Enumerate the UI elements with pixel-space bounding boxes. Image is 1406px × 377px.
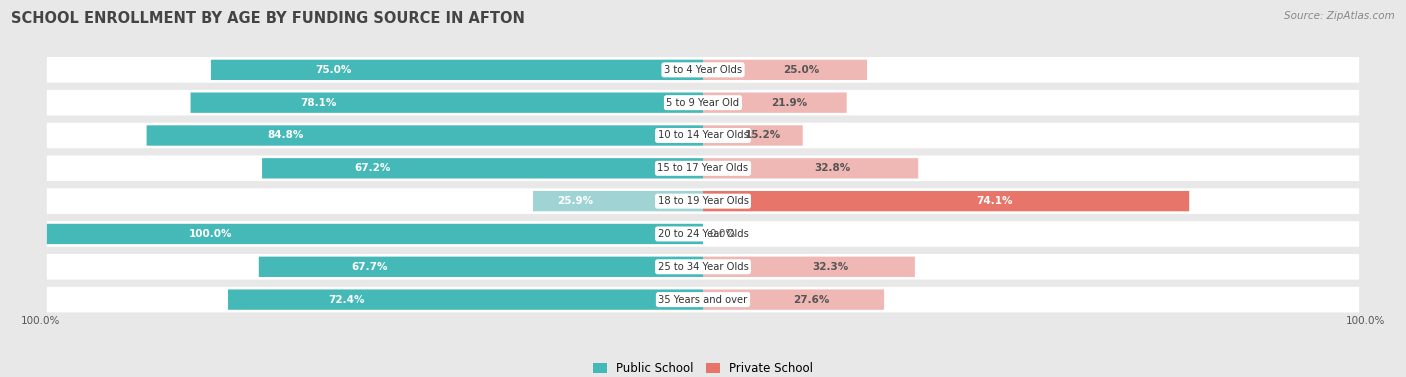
Text: 25 to 34 Year Olds: 25 to 34 Year Olds: [658, 262, 748, 272]
Text: 32.8%: 32.8%: [814, 163, 851, 173]
Text: 21.9%: 21.9%: [770, 98, 807, 108]
FancyBboxPatch shape: [703, 191, 1189, 211]
FancyBboxPatch shape: [46, 123, 1360, 148]
Text: SCHOOL ENROLLMENT BY AGE BY FUNDING SOURCE IN AFTON: SCHOOL ENROLLMENT BY AGE BY FUNDING SOUR…: [11, 11, 524, 26]
Text: 75.0%: 75.0%: [316, 65, 352, 75]
FancyBboxPatch shape: [46, 90, 1360, 115]
FancyBboxPatch shape: [46, 156, 1360, 181]
FancyBboxPatch shape: [533, 191, 703, 211]
Text: Source: ZipAtlas.com: Source: ZipAtlas.com: [1284, 11, 1395, 21]
FancyBboxPatch shape: [259, 257, 703, 277]
Text: 5 to 9 Year Old: 5 to 9 Year Old: [666, 98, 740, 108]
Text: 27.6%: 27.6%: [793, 294, 830, 305]
FancyBboxPatch shape: [46, 57, 1360, 83]
Text: 18 to 19 Year Olds: 18 to 19 Year Olds: [658, 196, 748, 206]
Text: 20 to 24 Year Olds: 20 to 24 Year Olds: [658, 229, 748, 239]
Text: 100.0%: 100.0%: [190, 229, 232, 239]
Text: 25.0%: 25.0%: [783, 65, 820, 75]
Text: 72.4%: 72.4%: [329, 294, 366, 305]
Text: 15 to 17 Year Olds: 15 to 17 Year Olds: [658, 163, 748, 173]
Text: 100.0%: 100.0%: [1346, 316, 1385, 326]
Text: 78.1%: 78.1%: [301, 98, 337, 108]
Text: 100.0%: 100.0%: [21, 316, 60, 326]
FancyBboxPatch shape: [703, 158, 918, 178]
Legend: Public School, Private School: Public School, Private School: [588, 357, 818, 377]
Text: 35 Years and over: 35 Years and over: [658, 294, 748, 305]
Text: 67.2%: 67.2%: [354, 163, 391, 173]
FancyBboxPatch shape: [703, 92, 846, 113]
FancyBboxPatch shape: [46, 188, 1360, 214]
FancyBboxPatch shape: [46, 287, 1360, 313]
Text: 15.2%: 15.2%: [745, 130, 780, 141]
FancyBboxPatch shape: [46, 254, 1360, 280]
FancyBboxPatch shape: [46, 224, 703, 244]
FancyBboxPatch shape: [262, 158, 703, 178]
FancyBboxPatch shape: [703, 290, 884, 310]
FancyBboxPatch shape: [703, 125, 803, 146]
FancyBboxPatch shape: [146, 125, 703, 146]
FancyBboxPatch shape: [46, 221, 1360, 247]
FancyBboxPatch shape: [211, 60, 703, 80]
Text: 10 to 14 Year Olds: 10 to 14 Year Olds: [658, 130, 748, 141]
Text: 67.7%: 67.7%: [352, 262, 388, 272]
Text: 84.8%: 84.8%: [267, 130, 304, 141]
FancyBboxPatch shape: [228, 290, 703, 310]
Text: 0.0%: 0.0%: [710, 229, 735, 239]
Text: 74.1%: 74.1%: [976, 196, 1012, 206]
FancyBboxPatch shape: [191, 92, 703, 113]
FancyBboxPatch shape: [703, 60, 868, 80]
Text: 32.3%: 32.3%: [813, 262, 848, 272]
FancyBboxPatch shape: [703, 257, 915, 277]
Text: 3 to 4 Year Olds: 3 to 4 Year Olds: [664, 65, 742, 75]
Text: 25.9%: 25.9%: [558, 196, 593, 206]
